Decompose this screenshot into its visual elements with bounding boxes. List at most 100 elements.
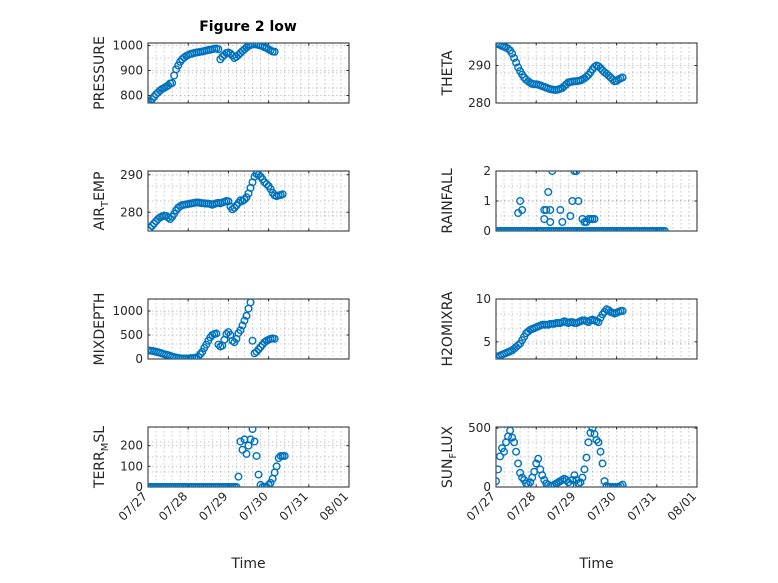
data-point — [496, 477, 500, 486]
data-point — [250, 437, 259, 446]
data-point — [514, 459, 523, 468]
data-point — [590, 214, 599, 223]
data-point — [526, 478, 535, 487]
air-temp-ylabel: AIRTEMP — [92, 172, 111, 231]
pressure-series — [148, 43, 279, 103]
y-tick-label: 5 — [483, 335, 491, 349]
data-point — [278, 190, 287, 199]
data-point — [222, 330, 231, 339]
y-tick-label: 500 — [120, 328, 143, 342]
data-point — [524, 480, 533, 487]
data-point — [506, 427, 515, 435]
data-point — [660, 227, 669, 231]
data-point — [548, 171, 557, 175]
theta-ylabel: THETA — [440, 50, 456, 96]
data-point — [166, 214, 175, 223]
data-point — [508, 49, 517, 58]
data-point — [516, 196, 525, 205]
data-point — [518, 205, 527, 214]
data-point — [248, 427, 257, 434]
y-tick-label: 280 — [468, 96, 491, 110]
sun-flux-series — [496, 427, 627, 487]
sun-flux-ylabel: SUNFLUX — [440, 425, 459, 488]
y-tick-label: 200 — [120, 439, 143, 453]
data-point — [544, 187, 553, 196]
data-point — [556, 205, 565, 214]
data-point — [594, 318, 603, 327]
data-point — [618, 307, 627, 316]
data-point — [242, 311, 251, 320]
data-point — [238, 321, 247, 330]
data-point — [246, 435, 255, 444]
data-point — [558, 217, 567, 226]
data-point — [214, 45, 223, 54]
mixdepth-series — [148, 299, 279, 359]
data-point — [546, 217, 555, 226]
data-point — [198, 347, 207, 356]
data-point — [510, 54, 519, 63]
data-point — [496, 465, 503, 474]
data-point — [254, 171, 263, 179]
data-point — [584, 438, 593, 447]
data-point — [148, 224, 155, 231]
data-point — [180, 53, 189, 62]
data-point — [568, 196, 577, 205]
y-tick-label: 1 — [483, 194, 491, 208]
data-point — [270, 334, 279, 343]
h2omixra-series — [496, 305, 627, 359]
data-point — [596, 447, 605, 456]
terr-msl-series — [148, 427, 289, 487]
data-point — [538, 471, 547, 480]
data-point — [504, 44, 513, 53]
data-point — [212, 329, 221, 338]
data-point — [226, 49, 235, 58]
data-point — [262, 180, 271, 189]
data-point — [598, 459, 607, 468]
data-point — [618, 480, 627, 487]
data-point — [534, 454, 543, 463]
data-point — [232, 483, 241, 487]
mixdepth-axes — [147, 298, 350, 360]
y-tick-label: 1000 — [112, 304, 143, 318]
y-tick-label: 100 — [120, 459, 143, 473]
data-point — [240, 195, 249, 204]
y-tick-label: 1000 — [112, 39, 143, 53]
data-point — [512, 58, 521, 67]
data-point — [596, 64, 605, 73]
mixdepth-ylabel: MIXDEPTH — [92, 293, 108, 366]
data-point — [148, 221, 157, 230]
data-point — [546, 205, 555, 214]
data-point — [500, 447, 509, 456]
air-temp-series — [148, 171, 287, 231]
data-point — [156, 86, 165, 95]
data-point — [242, 43, 251, 52]
data-point — [236, 437, 245, 446]
data-point — [564, 478, 573, 487]
data-point — [168, 78, 177, 87]
data-point — [202, 340, 211, 349]
y-tick-label: 0 — [135, 480, 143, 494]
data-point — [150, 219, 159, 228]
rainfall-panel: 0 1 2 RAINFALL — [440, 164, 698, 238]
data-point — [264, 480, 273, 487]
data-point — [594, 62, 603, 71]
theta-panel: 280 290 THETA — [440, 42, 698, 110]
y-tick-label: 290 — [468, 59, 491, 73]
data-point — [164, 81, 173, 90]
data-point — [496, 452, 505, 461]
data-point — [542, 205, 551, 214]
data-point — [514, 341, 523, 350]
data-point — [540, 214, 549, 223]
sun-flux-xlabel: Time — [578, 556, 613, 572]
data-point — [246, 299, 255, 307]
data-point — [566, 211, 575, 220]
data-point — [252, 451, 261, 460]
data-point — [254, 470, 263, 479]
data-point — [148, 97, 152, 103]
air-temp-grid — [148, 171, 349, 231]
data-point — [240, 316, 249, 325]
data-point — [594, 438, 603, 447]
data-point — [248, 336, 257, 345]
y-tick-label: 0 — [135, 352, 143, 366]
